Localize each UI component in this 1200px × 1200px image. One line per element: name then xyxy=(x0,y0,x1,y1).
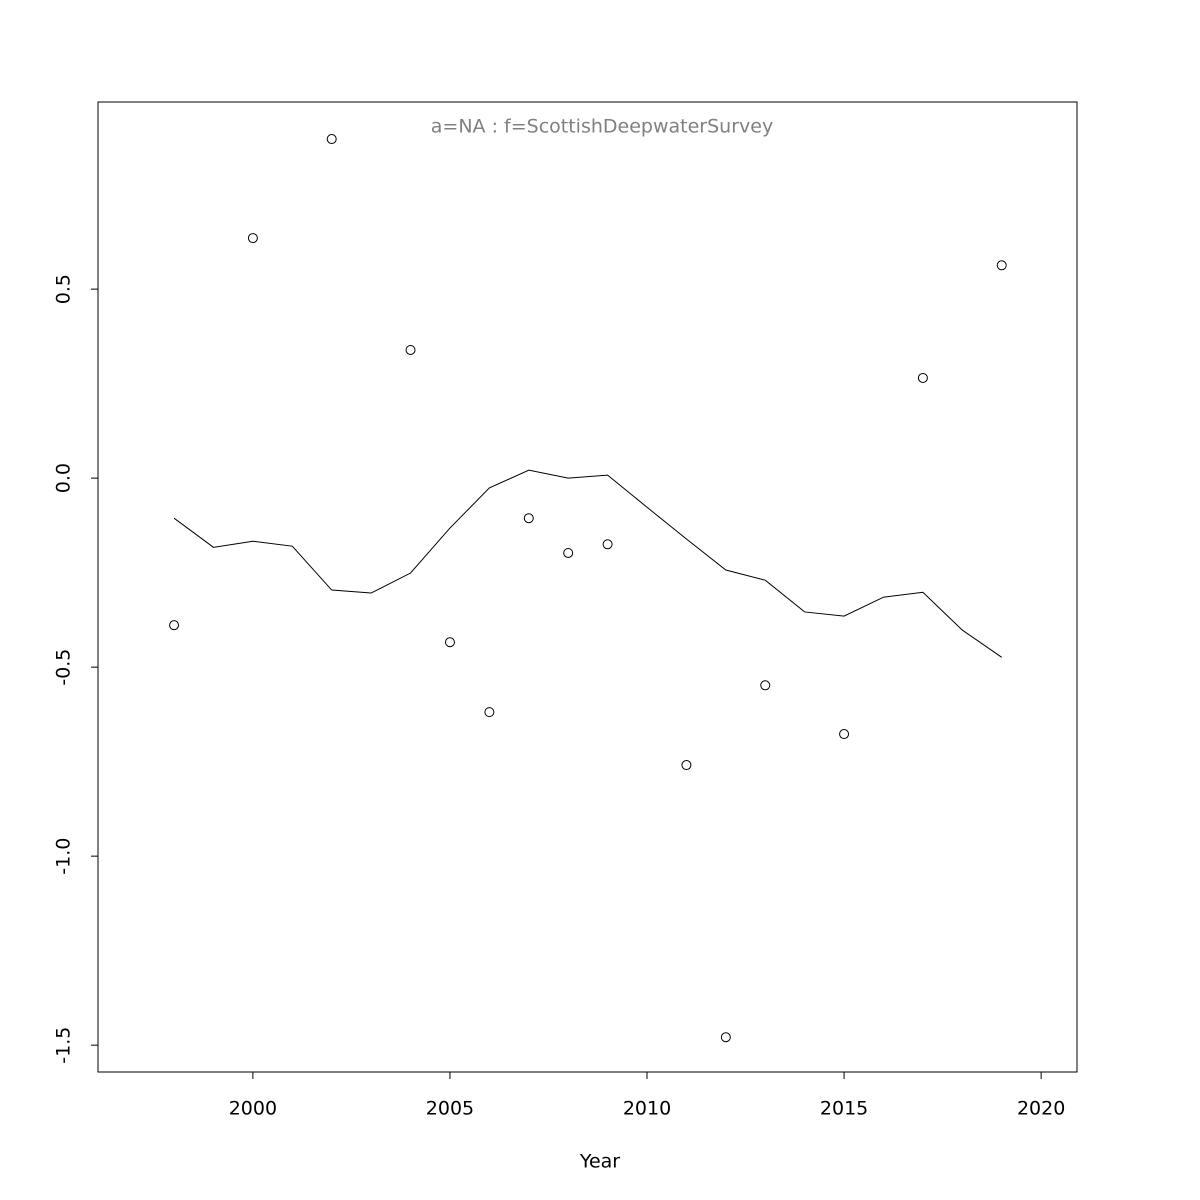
data-point xyxy=(523,513,534,524)
data-point xyxy=(917,372,928,383)
y-tick-label: -1.0 xyxy=(53,838,75,875)
data-point xyxy=(720,1032,731,1043)
data-point xyxy=(444,637,455,648)
data-point xyxy=(247,233,258,244)
x-tick-label: 2010 xyxy=(623,1098,671,1120)
y-tick-label: -0.5 xyxy=(53,649,75,686)
data-point xyxy=(563,547,574,558)
data-point xyxy=(484,707,495,718)
chart-title: a=NA : f=ScottishDeepwaterSurvey xyxy=(431,116,773,138)
data-point xyxy=(839,729,850,740)
x-tick-label: 2015 xyxy=(820,1098,868,1120)
y-tick-label: -1.5 xyxy=(53,1027,75,1064)
x-tick-label: 2020 xyxy=(1017,1098,1065,1120)
data-point xyxy=(169,620,180,631)
data-point xyxy=(602,539,613,550)
data-point xyxy=(681,760,692,771)
y-tick-label: 0.0 xyxy=(53,463,75,493)
plot-box xyxy=(97,101,1078,1073)
trend-line xyxy=(173,469,1003,658)
x-axis-label: Year xyxy=(579,1151,620,1173)
y-tick-label: 0.5 xyxy=(53,274,75,304)
x-tick-label: 2000 xyxy=(229,1098,277,1120)
x-tick-label: 2005 xyxy=(426,1098,474,1120)
data-point xyxy=(405,344,416,355)
data-point xyxy=(326,134,337,145)
data-point xyxy=(760,680,771,691)
data-point xyxy=(996,260,1007,271)
